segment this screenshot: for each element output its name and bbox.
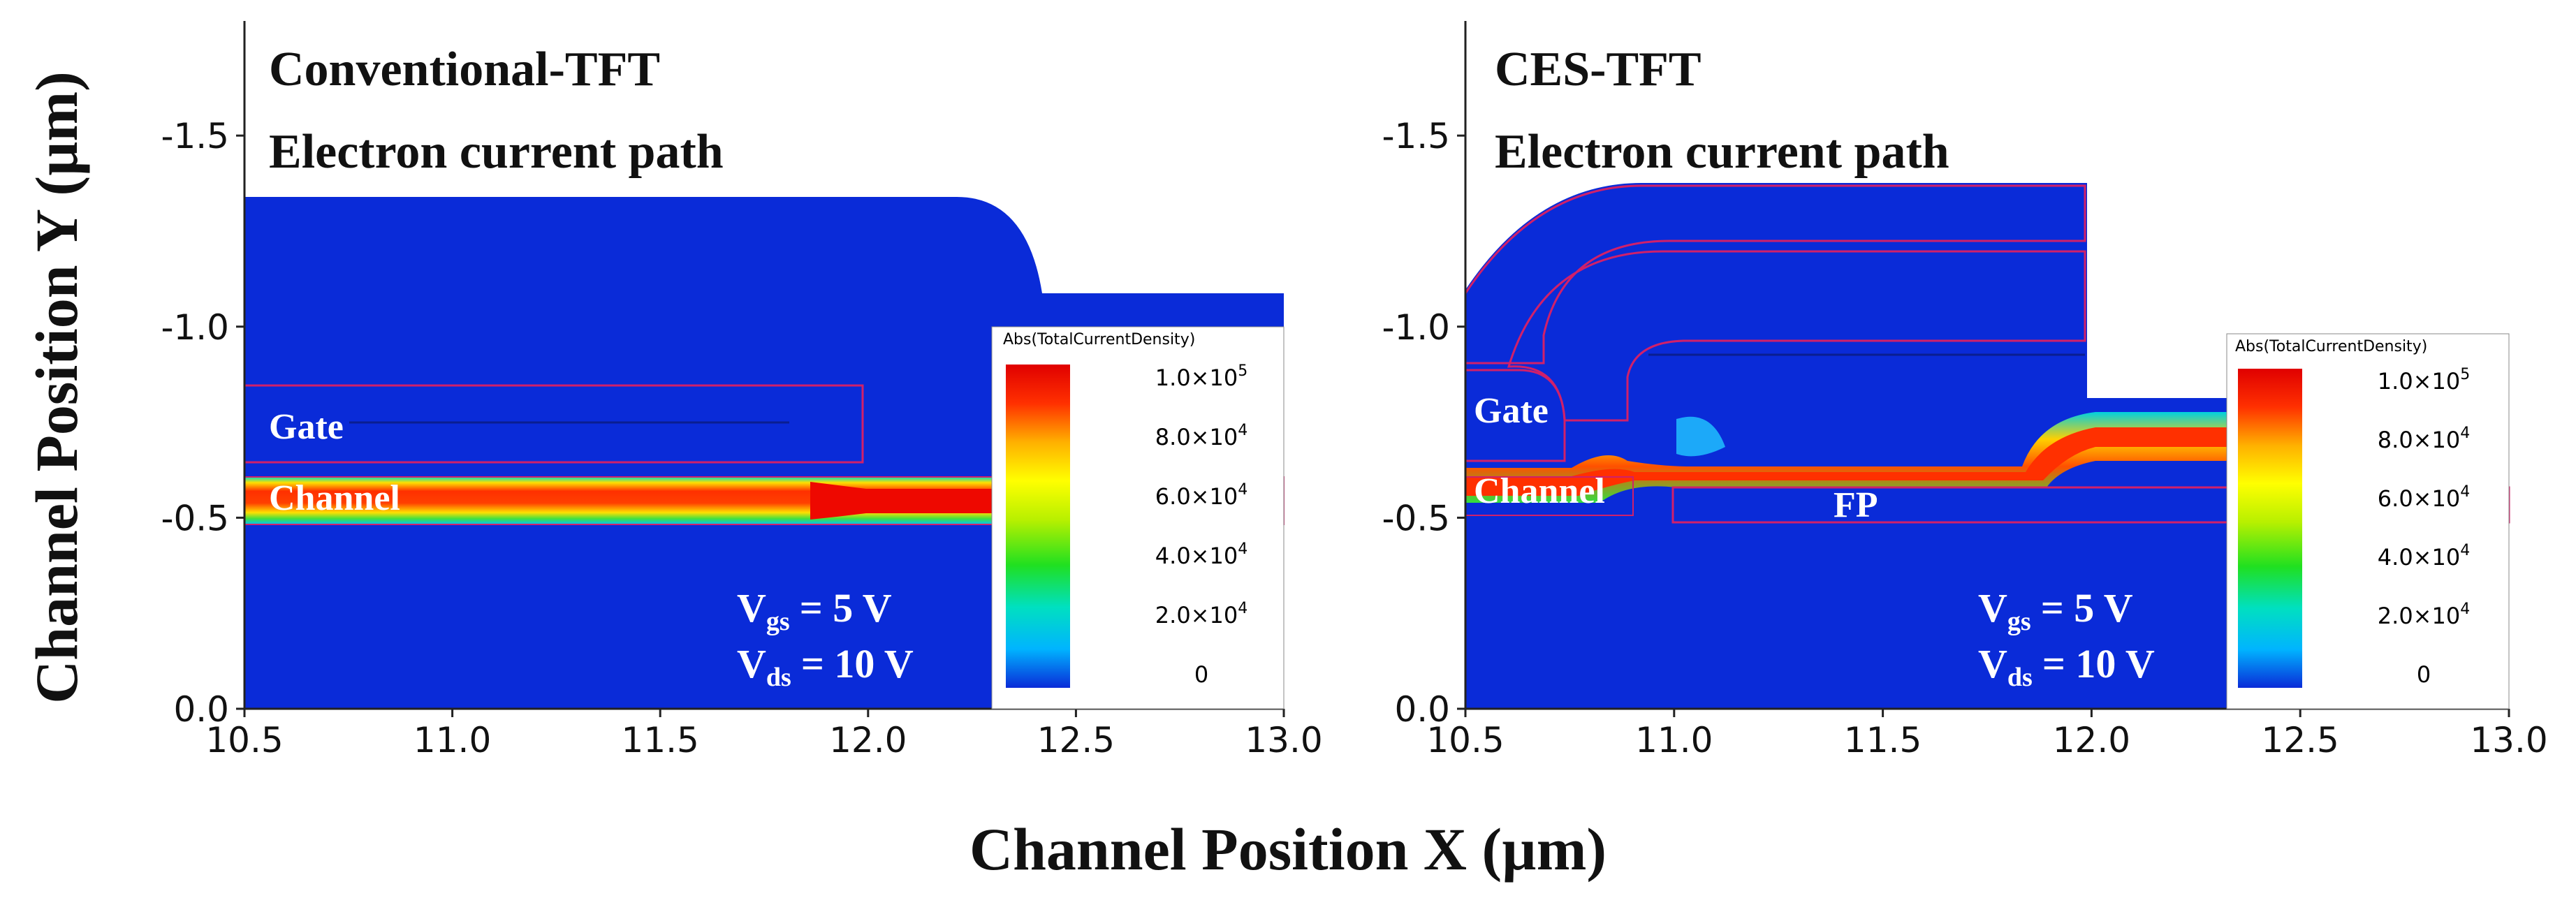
x-tick-label: 13.0: [1245, 720, 1322, 760]
x-tick-label: 11.5: [622, 720, 699, 760]
panel-title-line2: Electron current path: [1495, 125, 1949, 179]
vgs-value: = 5 V: [2041, 585, 2133, 631]
y-axis-title: Channel Position Y (µm): [23, 71, 90, 704]
gate-region: [1464, 369, 1566, 462]
x-tick-label: 10.5: [1426, 720, 1504, 760]
vds-value: = 10 V: [801, 641, 914, 686]
colorbar-tick-label: 4.0×104: [1155, 540, 1247, 569]
x-tick-label: 12.0: [829, 720, 907, 760]
x-tick-label: 11.5: [1844, 720, 1922, 760]
panel-title-line2: Electron current path: [269, 125, 724, 179]
x-tick-label: 12.5: [1037, 720, 1115, 760]
x-tick-label: 10.5: [205, 720, 283, 760]
colorbar-tick-label: 2.0×104: [2378, 601, 2470, 629]
colorbar-panel-1: Abs(TotalCurrentDensity) 1.0×105 8.0×104 6…: [991, 326, 1285, 709]
layer-outline-1: [1464, 184, 2086, 365]
gate-label: Gate: [269, 407, 344, 447]
vgs-value: = 5 V: [800, 585, 892, 631]
x-tick-label: 12.5: [2262, 720, 2339, 760]
colorbar-tick-label: 8.0×104: [1155, 422, 1247, 450]
vds-label: V: [1978, 641, 2007, 686]
colorbar-tick-label: 0: [2417, 661, 2431, 688]
x-tick-label: 12.0: [2053, 720, 2130, 760]
colorbar-tick-label: 1.0×105: [1155, 362, 1247, 391]
colorbar-panel-2: Abs(TotalCurrentDensity) 1.0×105 8.0×104 6…: [2226, 333, 2510, 709]
x-tick-label: 13.0: [2470, 720, 2547, 760]
vds-value: = 10 V: [2042, 641, 2155, 686]
svg-text:Vds= 10 V: Vds = 10 V: [737, 641, 914, 692]
x-ticks-panel-2: 10.5 11.0 11.5 12.0 12.5 13.0: [1426, 709, 2548, 760]
bias-annotation: Vgs = 5 V Vds = 10 V: [737, 585, 914, 692]
vgs-label: V: [737, 585, 766, 631]
fp-label: FP: [1834, 485, 1878, 525]
y-tick-label: -1.5: [161, 116, 229, 156]
vds-sub: ds: [766, 663, 791, 692]
vds-sub: ds: [2007, 663, 2033, 692]
y-tick-label: -1.0: [161, 307, 229, 348]
y-tick-label: -1.0: [1382, 307, 1450, 348]
colorbar-tick-label: 6.0×104: [1155, 481, 1247, 510]
svg-text:Vds= 10 V: Vds = 10 V: [1978, 641, 2155, 692]
panel-ces-tft: 10.5 11.0 11.5 12.0 12.5 13.0 -1.5 -1.0 -0.5 0.0…: [1382, 21, 2548, 760]
y-ticks-panel-2: -1.5 -1.0 -0.5 0.0: [1382, 116, 1465, 730]
colorbar-tick-label: 8.0×104: [2378, 425, 2470, 453]
gate-label: Gate: [1474, 391, 1549, 431]
y-tick-label: -0.5: [161, 498, 229, 538]
bias-annotation: Vgs = 5 V Vds = 10 V: [1978, 585, 2155, 692]
colorbar-gradient: [1006, 365, 1070, 688]
colorbar-tick-label: 1.0×105: [2378, 366, 2470, 395]
y-ticks-panel-1: -1.5 -1.0 -0.5 0.0: [161, 116, 244, 730]
vgs-label: V: [1978, 585, 2007, 631]
channel-label: Channel: [269, 478, 400, 518]
x-tick-label: 11.0: [414, 720, 491, 760]
vgs-sub: gs: [2007, 607, 2031, 636]
colorbar-title: Abs(TotalCurrentDensity): [2235, 338, 2427, 355]
colorbar-tick-label: 4.0×104: [2378, 542, 2470, 571]
vgs-sub: gs: [766, 607, 790, 636]
y-tick-label: 0.0: [1394, 689, 1450, 730]
colorbar-tick-label: 0: [1194, 661, 1208, 688]
colorbar-title: Abs(TotalCurrentDensity): [1003, 331, 1195, 348]
vds-label: V: [737, 641, 766, 686]
y-tick-label: -0.5: [1382, 498, 1450, 538]
panel-conventional-tft: 10.5 11.0 11.5 12.0 12.5 13.0 -1.5 -1.0 -0.5 0.0…: [161, 21, 1323, 760]
colorbar-tick-label: 2.0×104: [1155, 600, 1247, 628]
x-tick-label: 11.0: [1635, 720, 1713, 760]
channel-label: Channel: [1474, 471, 1605, 511]
y-tick-label: -1.5: [1382, 116, 1450, 156]
panel-title-line1: Conventional-TFT: [269, 43, 660, 96]
x-axis-title: Channel Position X (µm): [969, 816, 1607, 883]
colorbar-tick-label: 6.0×104: [2378, 483, 2470, 512]
cyan-halo: [1676, 416, 1725, 457]
svg-text:Vgs= 5 V: Vgs = 5 V: [737, 585, 892, 636]
colorbar-gradient: [2238, 369, 2302, 688]
panel-title-line1: CES-TFT: [1495, 43, 1702, 96]
svg-text:Vgs= 5 V: Vgs = 5 V: [1978, 585, 2133, 636]
x-ticks-panel-1: 10.5 11.0 11.5 12.0 12.5 13.0: [205, 709, 1323, 760]
y-tick-label: 0.0: [173, 689, 229, 730]
